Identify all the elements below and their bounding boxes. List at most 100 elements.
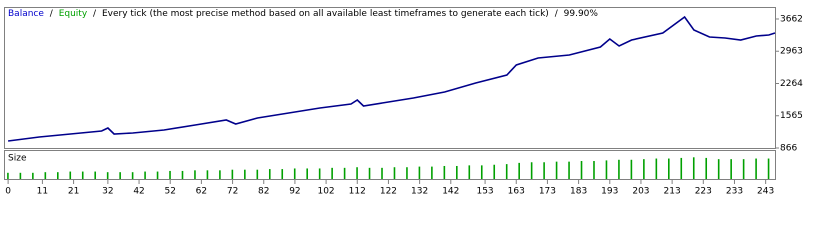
x-tick-label: 72 [227, 187, 238, 197]
size-bar [605, 160, 608, 179]
size-bar [144, 171, 146, 179]
size-bar [717, 159, 720, 179]
size-bar [244, 169, 246, 179]
size-bar [281, 169, 284, 179]
x-tick-label: 183 [570, 187, 587, 197]
size-bar [194, 170, 196, 179]
separator: / [555, 9, 559, 19]
x-tick-label: 82 [258, 187, 269, 197]
x-tick-label: 62 [196, 187, 207, 197]
x-tick-label: 193 [601, 187, 618, 197]
size-bar [655, 158, 658, 179]
size-panel [4, 150, 776, 180]
y-tick-label: 2264 [780, 79, 803, 89]
size-bar [468, 165, 471, 179]
size-bar [343, 167, 346, 179]
x-tick-label: 213 [664, 187, 681, 197]
x-tick-label: 243 [757, 187, 774, 197]
size-bar [705, 157, 708, 179]
size-bar [680, 157, 683, 179]
size-bar [742, 159, 745, 179]
size-bar [181, 170, 184, 179]
size-bar [69, 171, 72, 179]
size-bar [44, 172, 47, 179]
x-tick-label: 112 [349, 187, 366, 197]
size-bar [692, 157, 695, 179]
size-bar [568, 161, 570, 179]
x-tick-label: 233 [726, 187, 743, 197]
size-bar [293, 168, 296, 179]
size-bar [730, 159, 732, 179]
main-panel [4, 7, 776, 149]
x-tick-label: 132 [411, 187, 428, 197]
size-bar [356, 167, 358, 179]
size-bar [767, 158, 770, 179]
x-tick-label: 42 [133, 187, 144, 197]
size-bar [81, 171, 84, 179]
x-tick-label: 11 [37, 187, 48, 197]
quality: 99.90% [564, 9, 599, 19]
size-bar [393, 167, 396, 179]
size-bar [19, 172, 22, 179]
size-bar [56, 172, 59, 179]
legend-balance: Balance [8, 9, 44, 19]
size-bar [580, 161, 583, 179]
size-bar [518, 162, 520, 179]
header: Balance / Equity / Every tick (the most … [8, 9, 598, 19]
size-bar [630, 159, 633, 179]
size-bar [431, 166, 433, 179]
size-bar [643, 159, 645, 179]
size-bar [530, 162, 533, 179]
x-tick-label: 163 [508, 187, 525, 197]
size-bar [169, 170, 171, 179]
size-bar [555, 161, 558, 179]
size-bar [318, 168, 321, 179]
size-bar [618, 159, 620, 179]
size-bar [7, 172, 9, 179]
legend-equity: Equity [59, 9, 88, 19]
size-bar [256, 169, 259, 179]
size-bar [480, 165, 483, 179]
x-tick-label: 92 [289, 187, 300, 197]
size-bar [543, 162, 545, 179]
tester-chart: Balance / Equity / Every tick (the most … [0, 0, 820, 200]
x-tick-label: 21 [68, 187, 79, 197]
size-bar [306, 168, 308, 179]
x-tick-label: 153 [476, 187, 493, 197]
size-bar [206, 170, 209, 179]
size-bar [119, 172, 121, 179]
x-tick-label: 0 [5, 187, 11, 197]
size-bar [231, 169, 234, 179]
size-bar [106, 172, 109, 179]
x-tick-label: 142 [442, 187, 459, 197]
x-tick-label: 223 [695, 187, 712, 197]
size-bar [493, 164, 496, 179]
size-bar [381, 167, 383, 179]
size-bar [131, 172, 134, 179]
size-bar [593, 161, 595, 179]
size-bar [219, 170, 221, 179]
y-tick-label: 1565 [780, 111, 803, 121]
x-tick-label: 122 [380, 187, 397, 197]
size-bar [32, 172, 34, 179]
x-tick-label: 52 [164, 187, 175, 197]
size-bar [406, 167, 408, 179]
size-bar [268, 169, 271, 179]
size-bar [755, 158, 757, 179]
x-tick-label: 102 [317, 187, 334, 197]
size-bar [418, 166, 421, 179]
y-tick-label: 866 [780, 144, 797, 154]
background [0, 0, 820, 200]
size-title: Size [8, 154, 27, 164]
y-tick-label: 3662 [780, 14, 803, 24]
size-bar [331, 167, 333, 179]
size-bar [156, 171, 159, 179]
y-tick-label: 2963 [780, 47, 803, 57]
size-bar [456, 165, 458, 179]
size-bar [94, 171, 97, 179]
x-tick-label: 32 [102, 187, 113, 197]
separator: / [50, 9, 54, 19]
size-bar [668, 158, 670, 179]
size-bar [443, 165, 446, 179]
size-bar [368, 167, 371, 179]
